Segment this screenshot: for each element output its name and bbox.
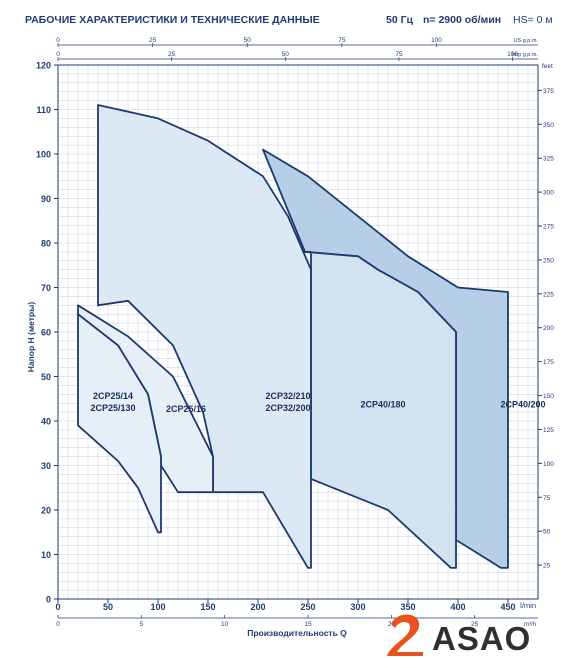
tick-label-h-m: 50 bbox=[41, 372, 51, 382]
page-title: РАБОЧИЕ ХАРАКТЕРИСТИКИ И ТЕХНИЧЕСКИЕ ДАН… bbox=[25, 14, 320, 26]
frequency-label: 50 Гц bbox=[386, 14, 414, 26]
tick-label-q-lmin: 400 bbox=[450, 602, 465, 612]
tick-label-q-lmin: 50 bbox=[103, 602, 113, 612]
tick-label-q-m3h: 15 bbox=[304, 621, 312, 628]
tick-label-h-m: 120 bbox=[36, 61, 51, 71]
tick-label-q-lmin: 0 bbox=[55, 602, 60, 612]
unit-label-feet: feet bbox=[542, 63, 553, 70]
tick-label-q-lmin: 450 bbox=[500, 602, 515, 612]
x-axis-title: Производительность Q bbox=[247, 628, 347, 638]
tick-label-h-feet: 225 bbox=[543, 291, 554, 298]
tick-label-h-m: 40 bbox=[41, 417, 51, 427]
unit-label-usgpm: US g.p.m. bbox=[514, 38, 539, 44]
tick-label-q-lmin: 300 bbox=[350, 602, 365, 612]
tick-label-h-m: 80 bbox=[41, 239, 51, 249]
curve-label-2cp25-16: 2CP25/16 bbox=[166, 404, 206, 414]
tick-label-h-m: 60 bbox=[41, 328, 51, 338]
tick-label-h-m: 30 bbox=[41, 461, 51, 471]
tick-label-q-m3h: 5 bbox=[140, 621, 144, 628]
tick-label-q-m3h: 25 bbox=[471, 621, 479, 628]
tick-label-q-impgpm: 50 bbox=[282, 51, 290, 58]
tick-label-q-m3h: 0 bbox=[56, 621, 60, 628]
logo-text: ASAO bbox=[432, 620, 532, 657]
curve-labels: 2CP40/200 2CP40/180 2CP32/210 2CP32/200 2CP2… bbox=[90, 391, 545, 414]
curve-label-2cp40-180: 2CP40/180 bbox=[360, 400, 405, 410]
unit-label-lmin: l/min bbox=[520, 601, 536, 610]
tick-label-h-m: 70 bbox=[41, 283, 51, 293]
tick-label-q-lmin: 100 bbox=[150, 602, 165, 612]
curve-label-2cp32-210: 2CP32/210 bbox=[265, 391, 310, 401]
tick-label-h-feet: 350 bbox=[543, 122, 554, 129]
tick-label-q-impgpm: 75 bbox=[395, 51, 403, 58]
tick-label-h-feet: 100 bbox=[543, 461, 554, 468]
tick-label-h-m: 10 bbox=[41, 550, 51, 560]
tick-label-h-m: 20 bbox=[41, 506, 51, 516]
logo-swoosh-icon bbox=[387, 614, 423, 656]
tick-label-h-feet: 125 bbox=[543, 427, 554, 434]
tick-label-q-usgpm: 0 bbox=[56, 37, 60, 44]
curve-area-2cp32-210 bbox=[97, 104, 312, 569]
tick-label-h-feet: 75 bbox=[543, 495, 551, 502]
tick-label-q-usgpm: 50 bbox=[244, 37, 252, 44]
tick-label-h-feet: 300 bbox=[543, 190, 554, 197]
y-axis-title: Напор H (метры) bbox=[26, 302, 36, 373]
tick-label-q-impgpm: 0 bbox=[56, 51, 60, 58]
tick-label-q-m3h: 10 bbox=[221, 621, 229, 628]
unit-label-m3h: m³/h bbox=[524, 622, 536, 628]
tick-label-h-feet: 325 bbox=[543, 156, 554, 163]
tick-label-q-impgpm: 25 bbox=[168, 51, 176, 58]
tick-label-h-m: 90 bbox=[41, 194, 51, 204]
tick-label-q-lmin: 200 bbox=[250, 602, 265, 612]
pump-curves bbox=[77, 104, 509, 569]
unit-label-impgpm: Imp g.p.m. bbox=[512, 52, 538, 58]
tick-label-h-feet: 250 bbox=[543, 257, 554, 264]
tick-label-h-m: 110 bbox=[36, 105, 51, 115]
tick-label-h-feet: 50 bbox=[543, 529, 551, 536]
tick-label-h-feet: 25 bbox=[543, 563, 551, 570]
curve-label-2cp25-14: 2CP25/14 bbox=[93, 391, 133, 401]
tick-label-h-feet: 150 bbox=[543, 393, 554, 400]
tick-label-h-feet: 175 bbox=[543, 359, 554, 366]
hs-label: HS= 0 м bbox=[513, 14, 553, 26]
tick-label-q-lmin: 250 bbox=[300, 602, 315, 612]
asao-logo-mark bbox=[387, 614, 423, 656]
curve-label-2cp32-210: 2CP32/200 bbox=[265, 403, 310, 413]
tick-label-h-feet: 200 bbox=[543, 325, 554, 332]
tick-label-h-m: 0 bbox=[46, 595, 51, 605]
curve-label-2cp25-14: 2CP25/130 bbox=[90, 403, 135, 413]
tick-label-q-lmin: 150 bbox=[200, 602, 215, 612]
tick-label-q-usgpm: 25 bbox=[149, 37, 157, 44]
tick-label-q-usgpm: 75 bbox=[338, 37, 346, 44]
tick-label-h-m: 100 bbox=[36, 150, 51, 160]
curve-area-2cp25-14 bbox=[77, 313, 162, 534]
tick-label-h-feet: 375 bbox=[543, 88, 554, 95]
curve-label-2cp40-200: 2CP40/200 bbox=[500, 400, 545, 410]
tick-label-h-feet: 275 bbox=[543, 224, 554, 231]
tick-label-q-usgpm: 100 bbox=[431, 37, 442, 44]
axis-ticks bbox=[54, 43, 542, 619]
tick-label-q-impgpm: 100 bbox=[507, 51, 518, 58]
tick-label-q-lmin: 350 bbox=[400, 602, 415, 612]
speed-label: n= 2900 об/мин bbox=[423, 14, 502, 26]
